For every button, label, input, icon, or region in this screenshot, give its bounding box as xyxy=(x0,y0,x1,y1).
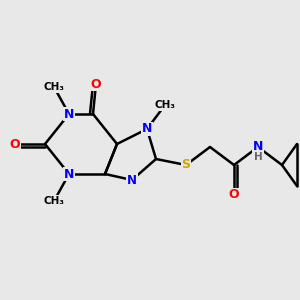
Text: O: O xyxy=(229,188,239,202)
Text: CH₃: CH₃ xyxy=(44,196,64,206)
Text: H: H xyxy=(254,152,262,163)
Text: O: O xyxy=(91,77,101,91)
Text: N: N xyxy=(64,167,74,181)
Text: N: N xyxy=(64,107,74,121)
Text: N: N xyxy=(127,173,137,187)
Text: CH₃: CH₃ xyxy=(44,82,64,92)
Text: S: S xyxy=(182,158,190,172)
Text: N: N xyxy=(253,140,263,154)
Text: O: O xyxy=(10,137,20,151)
Text: CH₃: CH₃ xyxy=(154,100,176,110)
Text: N: N xyxy=(142,122,152,136)
